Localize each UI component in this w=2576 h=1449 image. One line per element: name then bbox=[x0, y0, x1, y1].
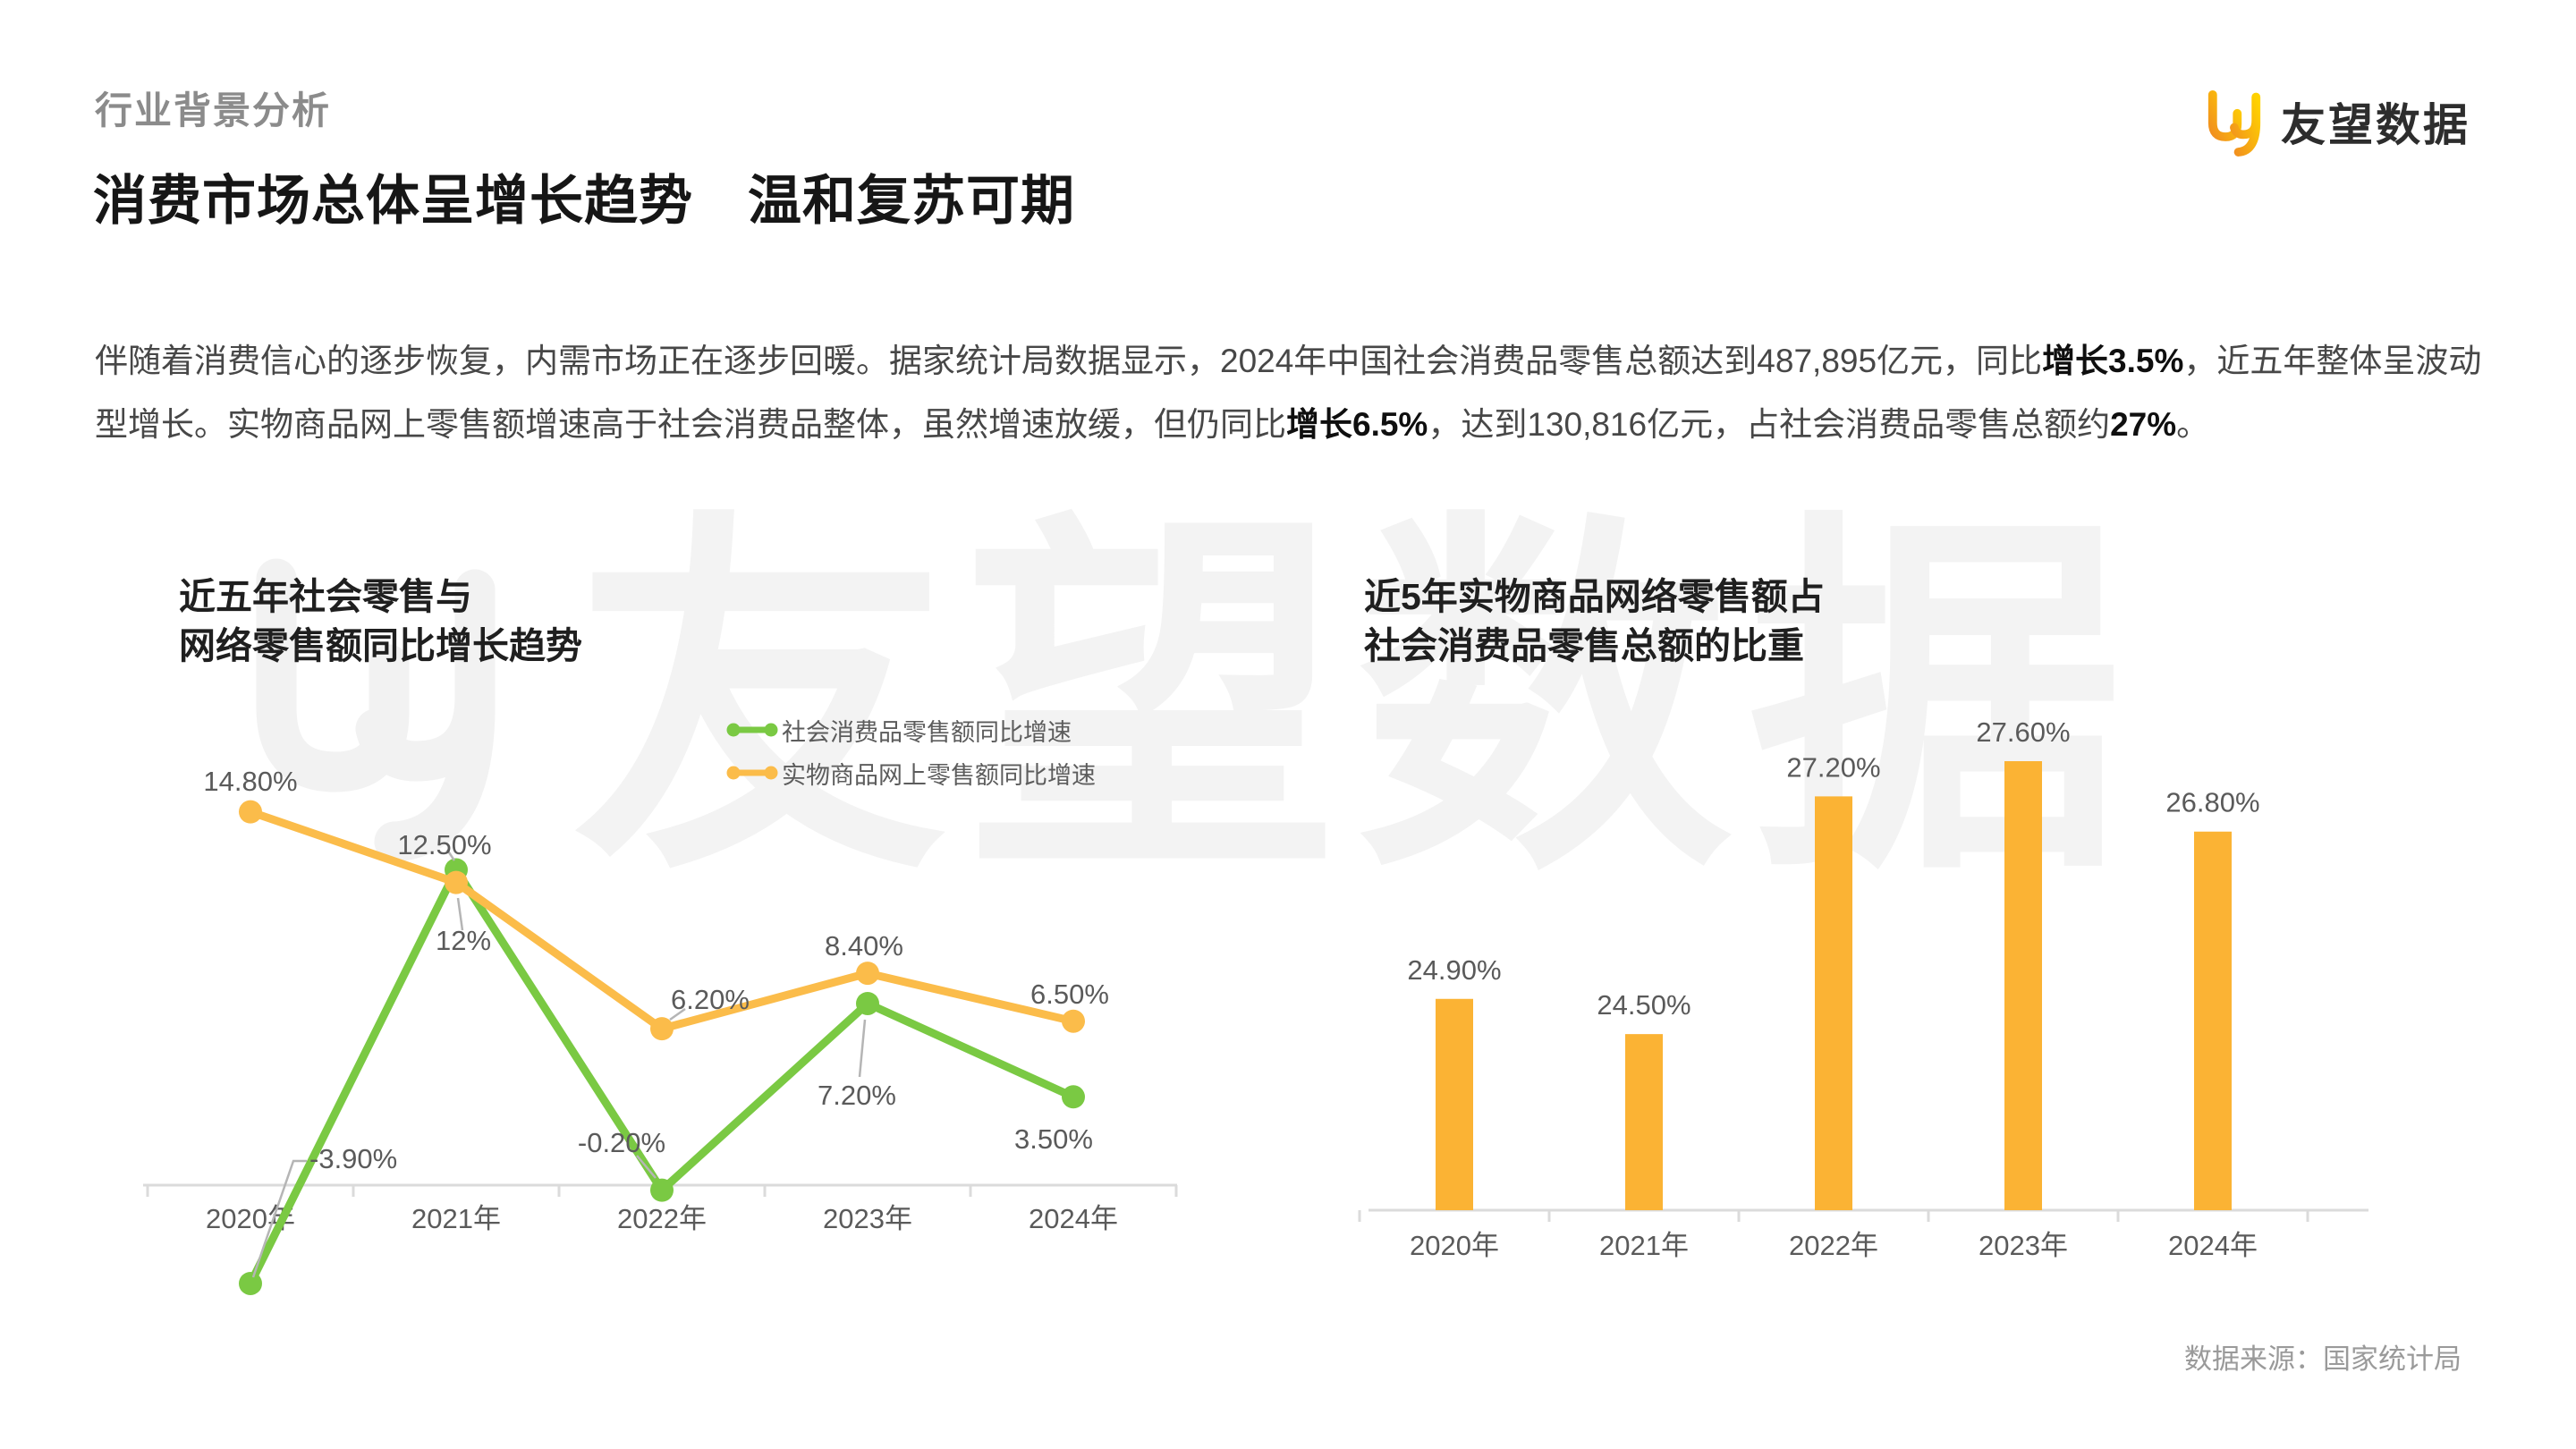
paragraph-segment: 伴随着消费信心的逐步恢复，内需市场正在逐步回暖。据家统计局数据显示，2024年中… bbox=[95, 343, 2043, 379]
bar-chart-title: 近5年实物商品网络零售额占 社会消费品零售总额的比重 bbox=[1364, 576, 1825, 666]
legend-marker-icon bbox=[726, 723, 778, 737]
bar bbox=[2194, 831, 2232, 1210]
logo: 友望数据 bbox=[2202, 86, 2470, 157]
data-point bbox=[445, 870, 468, 894]
data-point bbox=[1062, 1009, 1085, 1033]
data-point bbox=[239, 800, 262, 824]
bar-label: 26.80% bbox=[2165, 787, 2259, 818]
data-point bbox=[1062, 1085, 1085, 1109]
legend-label: 社会消费品零售额同比增速 bbox=[782, 718, 1072, 746]
logo-text: 友望数据 bbox=[2281, 100, 2470, 150]
data-label: -3.90% bbox=[309, 1143, 397, 1174]
data-point bbox=[650, 1178, 674, 1202]
data-label: 6.20% bbox=[671, 984, 750, 1015]
label-leader-line bbox=[251, 1159, 307, 1278]
paragraph-segment: ，近五年整体呈波动型增长。实物商品网上零售额增速高于社会消费品整体，虽然增速放缓… bbox=[95, 343, 2482, 443]
bar bbox=[1815, 796, 1852, 1210]
label-leader-line bbox=[669, 1007, 686, 1021]
source-note: 数据来源：国家统计局 bbox=[2184, 1343, 2462, 1375]
bar-label: 27.60% bbox=[1976, 716, 2070, 748]
paragraph-highlight: 增长6.5% bbox=[1286, 406, 1428, 443]
label-leader-line bbox=[456, 897, 464, 931]
label-leader-line bbox=[858, 1019, 867, 1078]
data-point bbox=[856, 991, 879, 1015]
line-chart: 2020年 2021年 2022年 2023年 2024年-3.90%12.50%-0.… bbox=[143, 766, 1178, 1295]
x-axis-label: 2020年 bbox=[1410, 1230, 1499, 1261]
bar-label: 24.50% bbox=[1597, 989, 1690, 1021]
data-point bbox=[856, 962, 879, 986]
x-axis-label: 2021年 bbox=[411, 1203, 501, 1234]
paragraph-highlight: 27% bbox=[2110, 406, 2177, 443]
x-axis-label: 2023年 bbox=[823, 1203, 912, 1234]
bar bbox=[2004, 761, 2042, 1210]
data-label: 14.80% bbox=[203, 766, 297, 797]
bar-chart: 24.90% 2020年 24.50% 2021年 27.20% 2022年 27.60% 2… bbox=[1358, 716, 2368, 1261]
legend-marker-icon bbox=[726, 766, 778, 780]
x-axis-label: 2024年 bbox=[2168, 1230, 2258, 1261]
paragraph-segment: ，达到130,816亿元，占社会消费品零售总额约 bbox=[1428, 406, 2111, 443]
x-axis-label: 2023年 bbox=[1979, 1230, 2068, 1261]
data-label: 7.20% bbox=[818, 1080, 896, 1111]
x-axis-label: 2022年 bbox=[617, 1203, 707, 1234]
legend-item: 社会消费品零售额同比增速 bbox=[726, 714, 1096, 746]
data-label: 12% bbox=[436, 925, 491, 956]
line-chart-title: 近五年社会零售与 网络零售额同比增长趋势 bbox=[179, 576, 582, 666]
x-axis-label: 2024年 bbox=[1029, 1203, 1118, 1234]
page-title: 消费市场总体呈增长趋势 温和复苏可期 bbox=[93, 171, 1075, 231]
label-leader-line bbox=[636, 1155, 657, 1179]
x-axis-label: 2022年 bbox=[1789, 1230, 1878, 1261]
data-label: -0.20% bbox=[578, 1127, 665, 1158]
legend-label: 实物商品网上零售额同比增速 bbox=[782, 761, 1096, 789]
data-point bbox=[239, 1271, 262, 1295]
data-label: 8.40% bbox=[825, 930, 903, 962]
bar bbox=[1436, 998, 1473, 1210]
data-point bbox=[650, 1017, 674, 1041]
intro-paragraph: 伴随着消费信心的逐步恢复，内需市场正在逐步回暖。据家统计局数据显示，2024年中… bbox=[95, 329, 2485, 456]
x-axis-label: 2021年 bbox=[1599, 1230, 1689, 1261]
paragraph-segment: 。 bbox=[2176, 406, 2210, 443]
bar-label: 24.90% bbox=[1407, 954, 1501, 986]
logo-mark-icon bbox=[2207, 89, 2261, 157]
data-label: 12.50% bbox=[397, 829, 491, 860]
series-line bbox=[246, 808, 1078, 1033]
line-chart-legend: 社会消费品零售额同比增速 实物商品网上零售额同比增速 bbox=[726, 714, 1096, 789]
bar-label: 27.20% bbox=[1786, 751, 1880, 783]
data-label: 6.50% bbox=[1030, 979, 1109, 1010]
legend-item: 实物商品网上零售额同比增速 bbox=[726, 757, 1096, 789]
bar bbox=[1625, 1034, 1663, 1210]
data-label: 3.50% bbox=[1014, 1123, 1093, 1155]
paragraph-highlight: 增长3.5% bbox=[2042, 343, 2184, 379]
section-label: 行业背景分析 bbox=[95, 89, 332, 131]
